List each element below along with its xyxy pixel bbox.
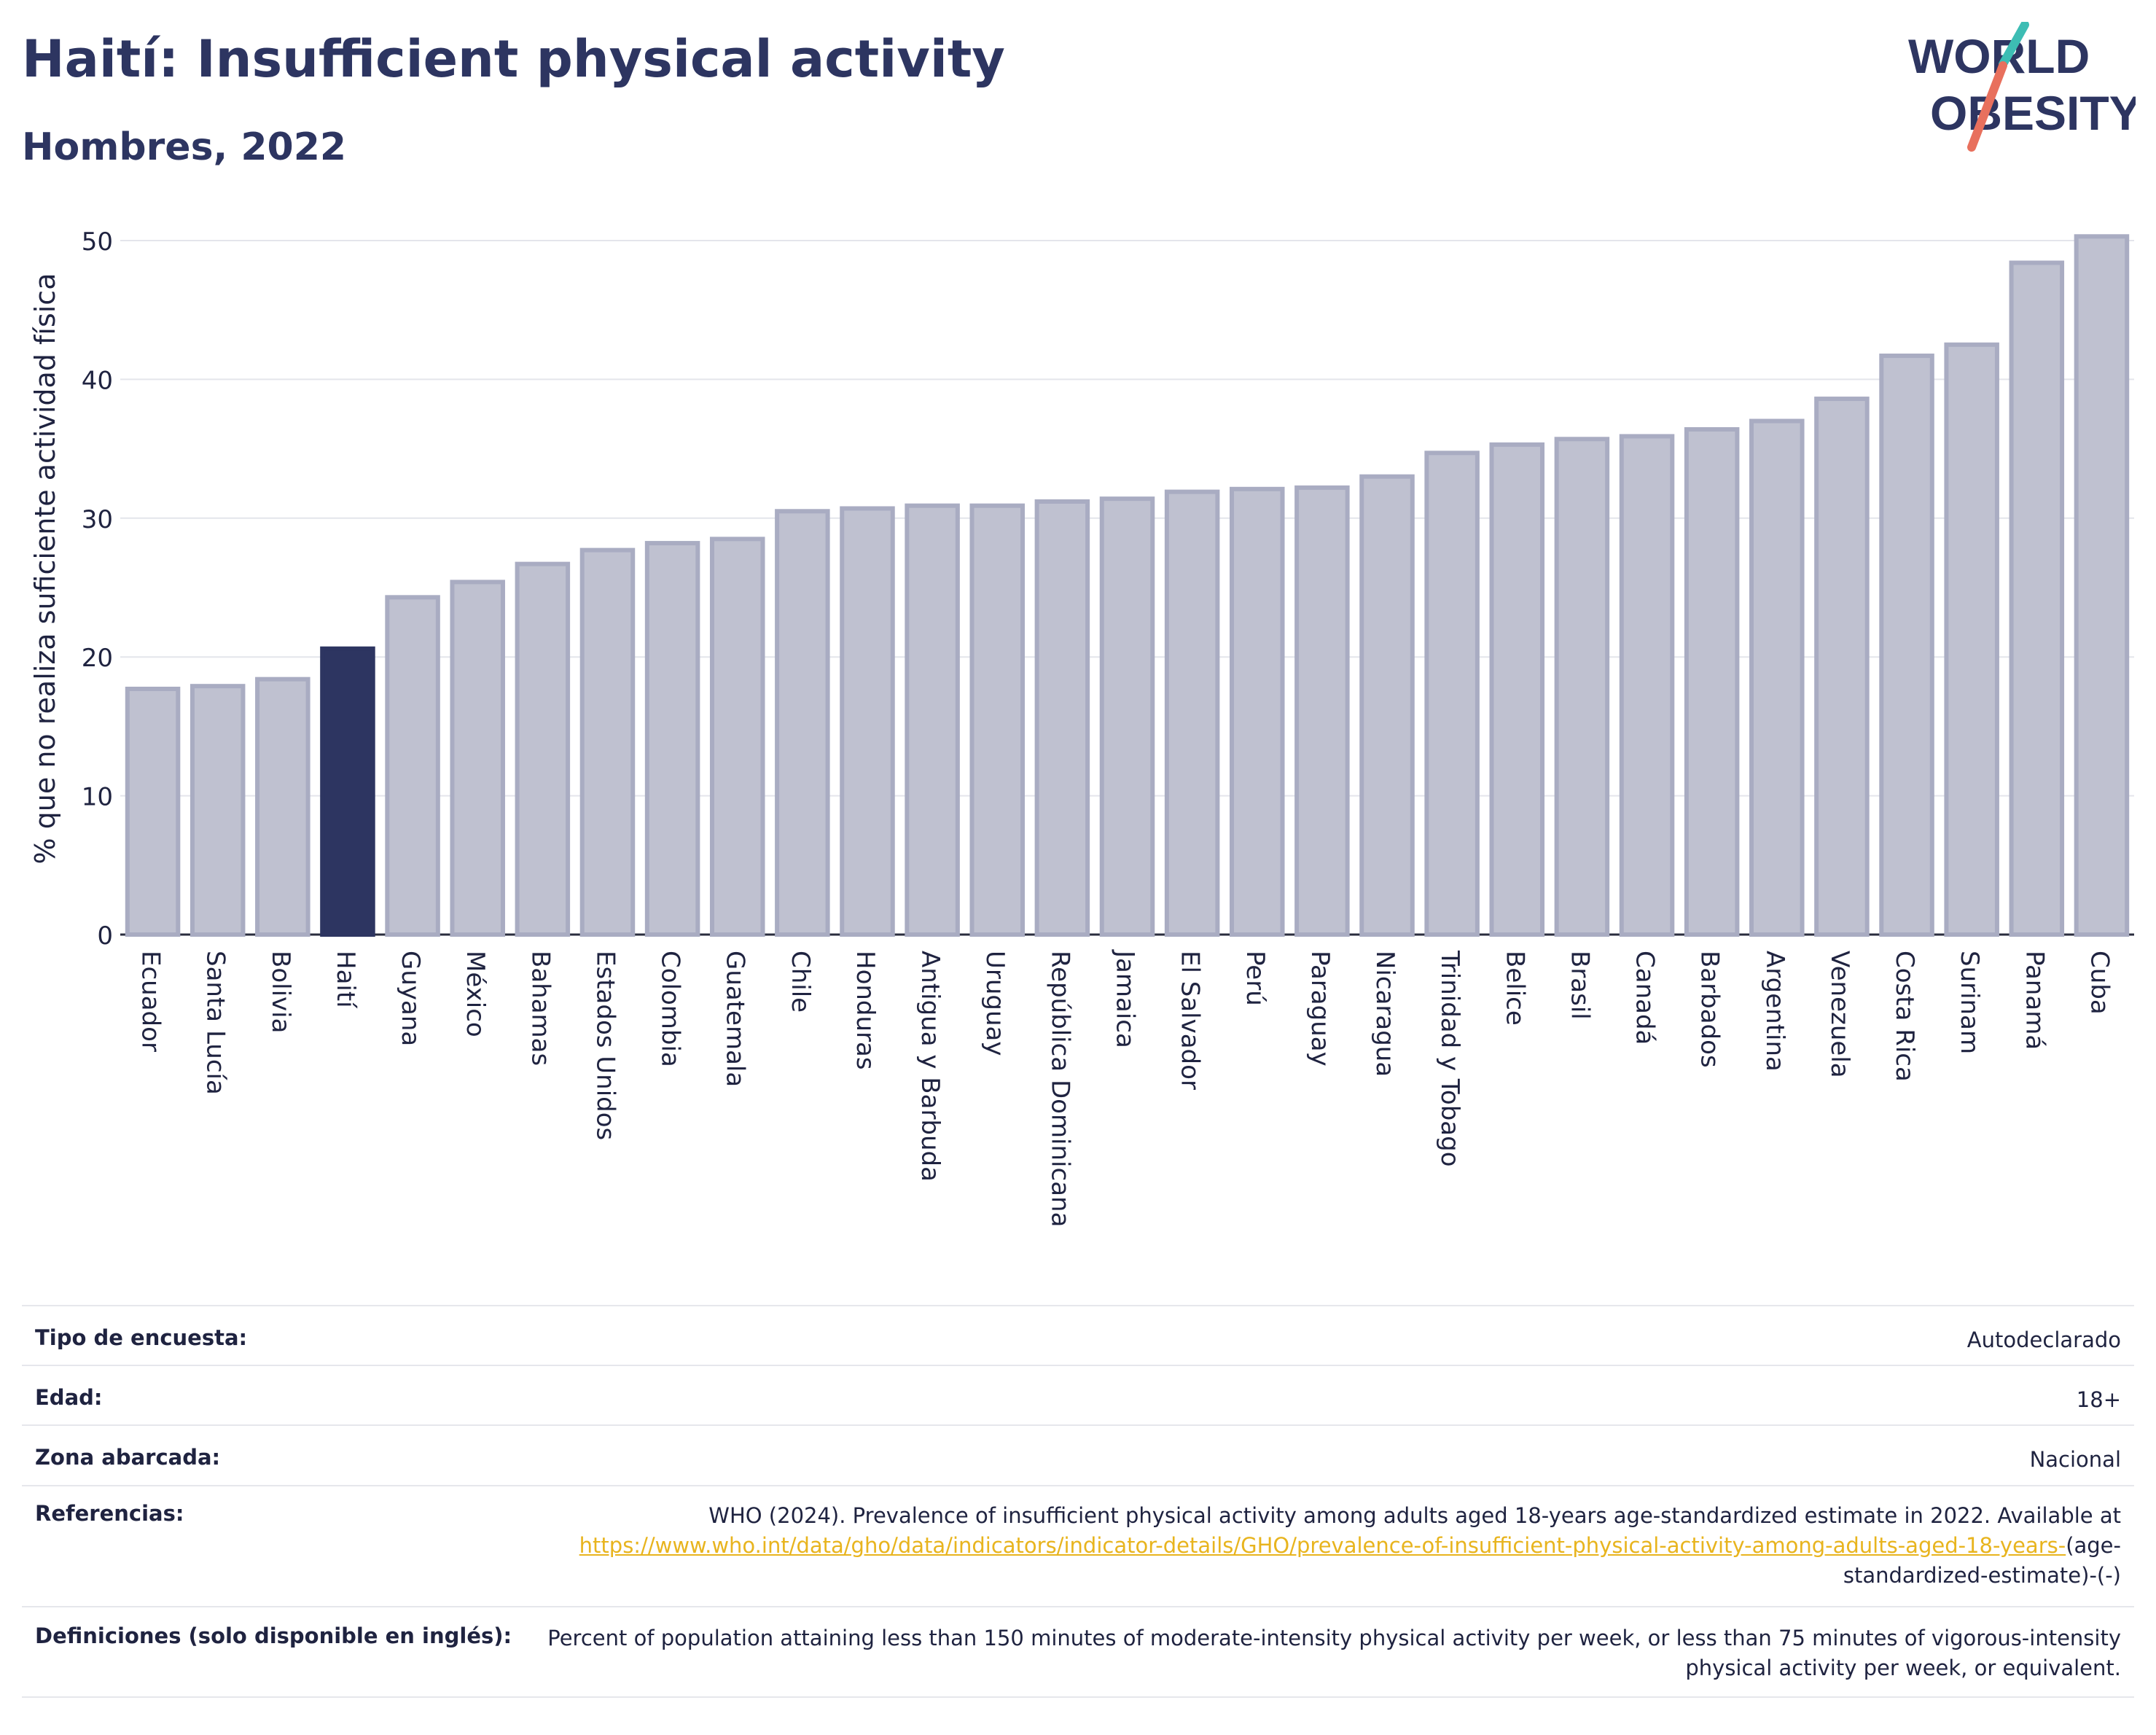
x-tick-label: Guyana — [396, 951, 425, 1046]
area-value: Nacional — [2029, 1447, 2121, 1472]
x-tick-label: Panamá — [2020, 951, 2049, 1050]
table-row-definitions: Definiciones (solo disponible en inglés)… — [22, 1606, 2134, 1698]
y-tick-label: 50 — [82, 227, 113, 257]
bar[interactable] — [1229, 486, 1285, 937]
bar[interactable] — [1749, 418, 1805, 937]
bar[interactable] — [1034, 499, 1090, 937]
x-tick-label: Guatemala — [721, 951, 750, 1087]
x-tick-label: Honduras — [851, 951, 880, 1070]
y-tick-label: 10 — [82, 783, 113, 812]
x-tick-label: El Salvador — [1176, 951, 1205, 1090]
bar[interactable] — [1489, 442, 1545, 937]
bar[interactable] — [1164, 489, 1220, 937]
x-tick-label: Brasil — [1565, 951, 1594, 1020]
x-tick-label: Antigua y Barbuda — [915, 951, 945, 1182]
bar[interactable] — [1554, 437, 1610, 937]
bar[interactable] — [1294, 485, 1350, 937]
x-tick-label: Jamaica — [1111, 949, 1140, 1048]
x-tick-label: Trinidad y Tobago — [1435, 950, 1464, 1167]
bar[interactable] — [579, 547, 636, 937]
y-axis-label: % que no realiza suficiente actividad fí… — [29, 273, 61, 865]
bar-chart: 0 10 20 30 40 50 Ecuador Santa Lucía Bolivia Hai… — [29, 227, 2134, 1227]
y-tick-label: 40 — [82, 366, 113, 395]
bar[interactable] — [644, 541, 700, 937]
x-tick-label: Canadá — [1630, 951, 1660, 1045]
bar[interactable] — [1814, 397, 1870, 937]
bar[interactable] — [905, 503, 960, 937]
references-value: WHO (2024). Prevalence of insufficient p… — [517, 1501, 2134, 1591]
bar[interactable] — [125, 686, 181, 937]
bar[interactable] — [1424, 451, 1480, 937]
age-label: Edad: — [35, 1385, 103, 1410]
x-tick-label: Perú — [1241, 951, 1270, 1006]
table-row-references: Referencias: WHO (2024). Prevalence of i… — [22, 1485, 2134, 1606]
bar[interactable] — [709, 537, 765, 937]
x-tick-label: México — [461, 951, 490, 1037]
x-tick-label: Nicaragua — [1370, 951, 1399, 1077]
references-link[interactable]: https://www.who.int/data/gho/data/indica… — [579, 1533, 2066, 1558]
table-row-area: Zona abarcada: Nacional — [22, 1424, 2134, 1485]
world-obesity-logo: WORLD OBESITY — [1908, 22, 2136, 152]
y-tick-label: 0 — [97, 921, 113, 951]
y-tick-label: 30 — [82, 505, 113, 534]
bar[interactable] — [2074, 234, 2130, 937]
bar[interactable] — [775, 509, 830, 937]
logo-slash-red — [1967, 61, 2007, 152]
x-tick-label: Bahamas — [526, 951, 555, 1066]
bar[interactable] — [515, 561, 571, 937]
area-label: Zona abarcada: — [35, 1445, 221, 1470]
bar[interactable] — [969, 503, 1026, 937]
bar[interactable] — [1879, 354, 1934, 937]
logo-text-obesity: OBESITY — [1930, 86, 2136, 140]
survey-type-value: Autodeclarado — [1966, 1327, 2121, 1352]
table-row-survey-type: Tipo de encuesta: Autodeclarado — [22, 1305, 2134, 1365]
survey-type-label: Tipo de encuesta: — [35, 1325, 248, 1350]
x-tick-labels: Ecuador Santa Lucía Bolivia Haití Guyana Méxi… — [136, 949, 2114, 1227]
bar[interactable] — [1099, 496, 1155, 937]
bar[interactable] — [320, 646, 375, 937]
x-tick-label: República Dominicana — [1045, 951, 1074, 1227]
x-tick-label: Cuba — [2085, 951, 2114, 1015]
bar[interactable] — [1684, 426, 1740, 937]
references-text: WHO (2024). Prevalence of insufficient p… — [708, 1503, 2121, 1528]
bar[interactable] — [1619, 434, 1675, 937]
references-label: Referencias: — [35, 1501, 184, 1526]
x-tick-label: Estados Unidos — [590, 951, 620, 1140]
chart-title: Haití: Insufficient physical activity — [22, 29, 1005, 89]
references-suffix: (age-standardized-estimate)-(-) — [1843, 1533, 2121, 1588]
x-tick-label: Chile — [786, 951, 815, 1013]
x-tick-label: Barbados — [1695, 951, 1725, 1068]
bar[interactable] — [1359, 474, 1415, 937]
metadata-table: Tipo de encuesta: Autodeclarado Edad: 18… — [22, 1305, 2134, 1698]
bar[interactable] — [385, 595, 440, 937]
definitions-label: Definiciones (solo disponible en inglés)… — [35, 1623, 512, 1648]
bars — [125, 234, 2130, 937]
x-tick-label: Uruguay — [980, 951, 1009, 1056]
x-tick-label: Surinam — [1955, 951, 1984, 1054]
bar[interactable] — [255, 677, 310, 937]
x-tick-label: Ecuador — [136, 951, 165, 1052]
bar[interactable] — [190, 684, 246, 937]
x-tick-label: Haití — [331, 951, 360, 1009]
y-tick-label: 20 — [82, 644, 113, 673]
chart-subtitle: Hombres, 2022 — [22, 125, 347, 169]
x-tick-label: Venezuela — [1825, 951, 1854, 1078]
table-row-age: Edad: 18+ — [22, 1365, 2134, 1424]
definitions-value: Percent of population attaining less tha… — [547, 1626, 2121, 1680]
bar[interactable] — [2009, 260, 2065, 937]
x-tick-label: Costa Rica — [1890, 951, 1919, 1082]
bar[interactable] — [840, 506, 895, 937]
age-value: 18+ — [2076, 1387, 2121, 1412]
x-tick-label: Argentina — [1760, 951, 1789, 1072]
x-tick-label: Bolivia — [266, 951, 295, 1033]
bar[interactable] — [450, 580, 505, 937]
bar[interactable] — [1944, 342, 1999, 937]
logo-slash-teal — [1999, 22, 2029, 69]
x-tick-label: Colombia — [656, 951, 685, 1067]
y-tick-labels: 0 10 20 30 40 50 — [82, 227, 113, 951]
x-tick-label: Santa Lucía — [201, 951, 230, 1095]
x-tick-label: Belice — [1500, 951, 1529, 1026]
x-tick-label: Paraguay — [1305, 951, 1335, 1067]
